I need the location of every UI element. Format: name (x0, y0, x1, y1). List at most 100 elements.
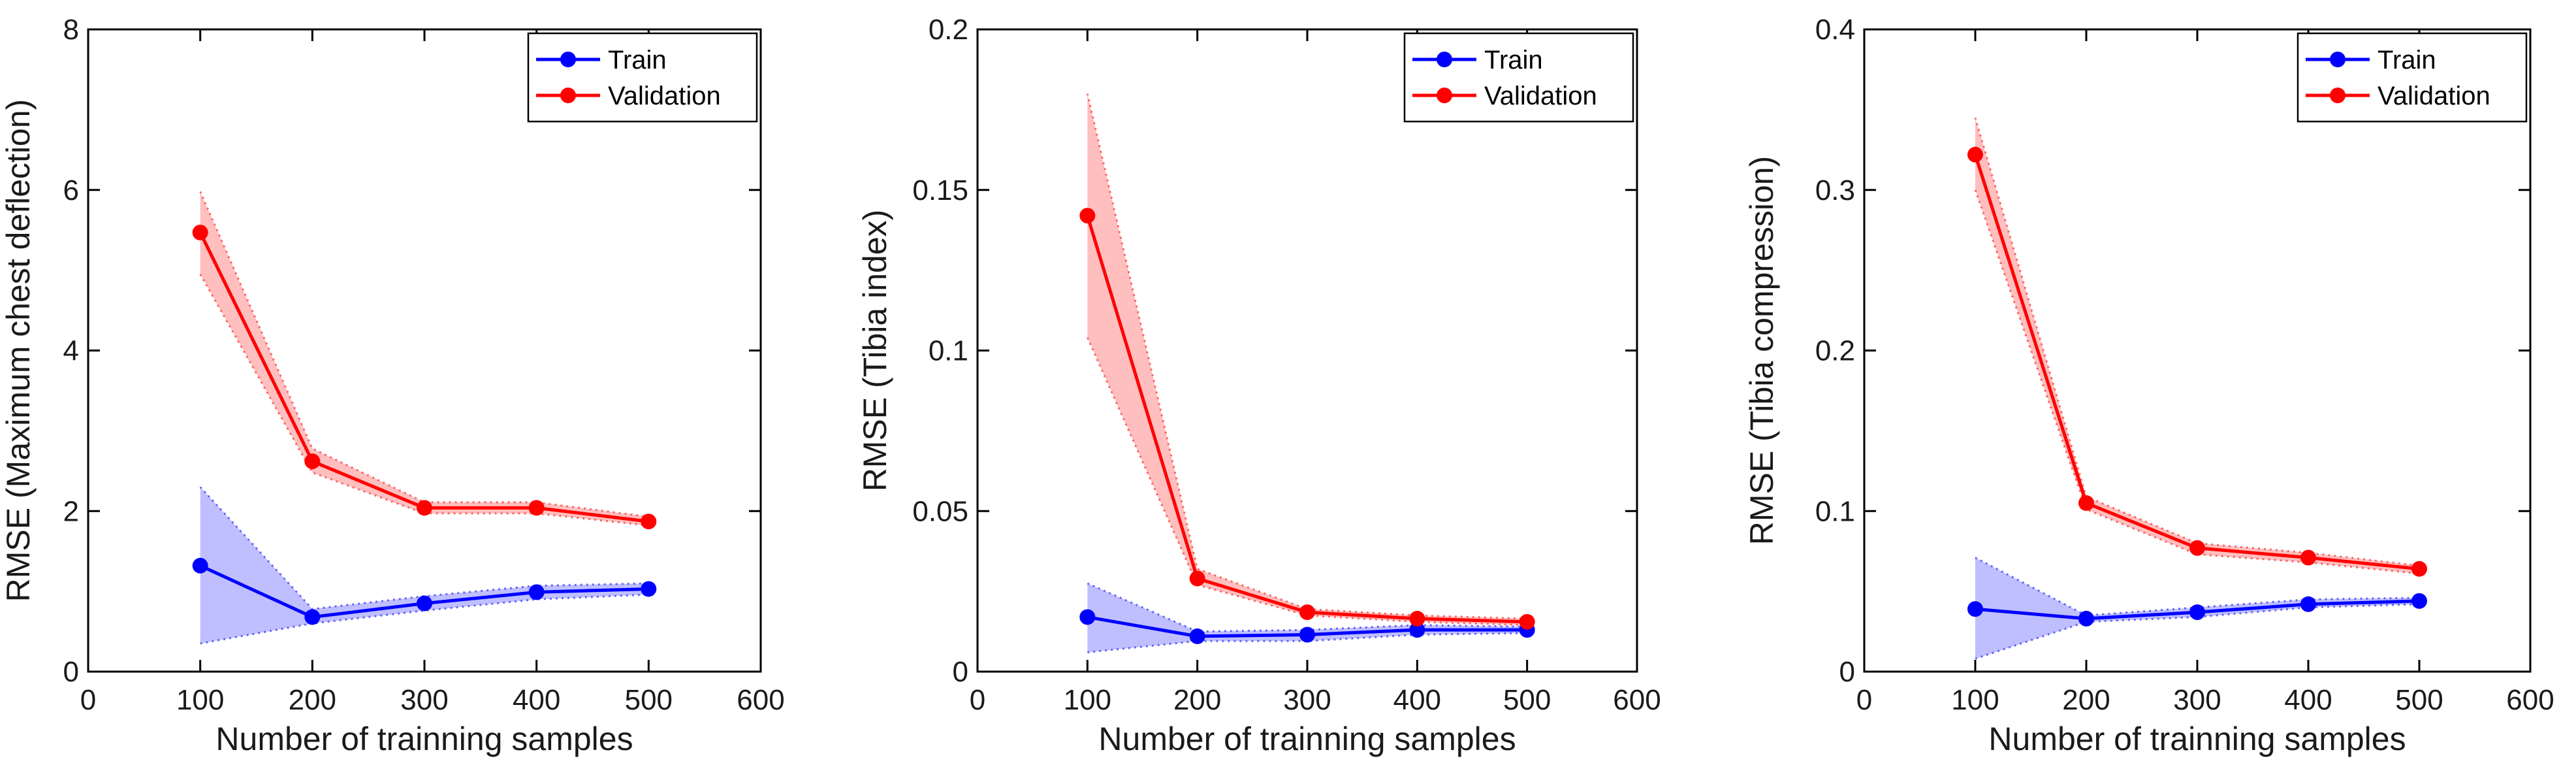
point-train-400 (1409, 622, 1425, 638)
legend-marker-train (2330, 52, 2345, 67)
legend-marker-validation (560, 88, 576, 103)
chart-panel-2: 0 100 200 300 400 500 600 0 0.05 0.1 0.15 0.2 Number… (857, 14, 1661, 757)
y-tick-label: 4 (63, 335, 79, 367)
x-tick-label: 300 (400, 684, 448, 716)
y-tick-label: 0 (63, 656, 79, 688)
legend-marker-train (560, 52, 576, 67)
legend-marker-validation (1437, 88, 1452, 103)
y-tick-label: 0.1 (929, 335, 968, 367)
point-train-100 (1079, 609, 1096, 625)
y-axis-label: RMSE (Tibia index) (857, 210, 893, 492)
point-train-200 (1189, 628, 1205, 644)
legend-marker-validation (2330, 88, 2345, 103)
point-train-300 (1299, 627, 1315, 643)
legend-label-validation: Validation (2377, 82, 2490, 110)
band-validation (1087, 93, 1527, 625)
axes-box (976, 28, 1638, 673)
legend: Train Validation (2297, 32, 2528, 123)
band-validation (200, 191, 649, 526)
point-train-200 (304, 609, 321, 625)
point-validation-200 (304, 453, 321, 470)
x-tick-label: 300 (2173, 684, 2221, 716)
x-axis-label: Number of trainning samples (1988, 721, 2406, 757)
x-tick-label: 0 (970, 684, 985, 716)
point-train-300 (417, 595, 432, 612)
axes-box (87, 28, 762, 673)
y-axis-label: RMSE (Maximum chest deflection) (0, 99, 37, 602)
x-tick-label: 500 (2395, 684, 2443, 716)
band-train (200, 487, 649, 644)
y-tick-label: 0.4 (1815, 14, 1855, 46)
point-validation-400 (2300, 549, 2316, 566)
point-train-400 (528, 584, 545, 600)
point-validation-500 (2411, 561, 2427, 577)
point-validation-100 (1079, 208, 1096, 224)
y-tick-label: 8 (63, 14, 79, 46)
point-validation-400 (1409, 610, 1425, 627)
point-validation-100 (1967, 146, 1983, 163)
chart-panel-3: 0 100 200 300 400 500 600 0 0.1 0.2 0.3 0.4 Number o… (1743, 14, 2554, 757)
band-lower-edge-validation (199, 274, 649, 527)
x-tick-label: 400 (2284, 684, 2332, 716)
x-tick-label: 600 (2506, 684, 2554, 716)
series-line-validation (1973, 154, 2420, 571)
x-tick-label: 600 (737, 684, 784, 716)
x-tick-label: 0 (1856, 684, 1872, 716)
x-tick-label: 400 (1393, 684, 1441, 716)
point-validation-300 (1299, 604, 1315, 621)
y-tick-label: 0.2 (929, 14, 968, 46)
point-validation-500 (641, 514, 657, 530)
legend-label-train: Train (608, 46, 667, 74)
legend-label-validation: Validation (608, 82, 721, 110)
y-tick-label: 0.15 (912, 174, 968, 206)
y-tick-label: 0.3 (1815, 174, 1855, 206)
x-tick-label: 200 (2062, 684, 2110, 716)
point-validation-300 (417, 500, 432, 516)
legend-marker-train (1437, 52, 1452, 67)
band-upper-edge-validation (1974, 117, 2420, 567)
band-validation (1975, 118, 2419, 574)
point-train-200 (2078, 610, 2094, 627)
x-tick-label: 100 (176, 684, 224, 716)
y-axis-label: RMSE (Tibia compression) (1743, 156, 1780, 546)
x-tick-label: 100 (1064, 684, 1111, 716)
x-tick-label: 500 (1503, 684, 1551, 716)
x-tick-label: 600 (1613, 684, 1661, 716)
legend-label-train: Train (1484, 46, 1543, 74)
x-tick-label: 400 (513, 684, 560, 716)
axes-box (1863, 28, 2532, 673)
point-train-500 (641, 581, 657, 597)
legend-label-validation: Validation (1484, 82, 1597, 110)
x-axis-label: Number of trainning samples (215, 721, 633, 757)
band-lower-edge-train (1975, 603, 2420, 660)
point-validation-300 (2189, 540, 2205, 556)
x-axis-label: Number of trainning samples (1098, 721, 1516, 757)
y-tick-label: 0.05 (912, 495, 968, 527)
legend-frame (1403, 32, 1634, 123)
x-tick-label: 200 (1173, 684, 1221, 716)
point-train-400 (2300, 596, 2316, 612)
point-train-100 (1967, 601, 1983, 617)
legend-frame (527, 32, 758, 123)
point-train-100 (192, 557, 208, 574)
point-validation-500 (1519, 613, 1535, 630)
point-validation-200 (1189, 570, 1205, 587)
y-tick-label: 2 (63, 495, 79, 527)
x-tick-label: 200 (289, 684, 336, 716)
band-upper-edge-validation (1086, 93, 1527, 620)
band-lower-edge-train (200, 593, 649, 645)
y-tick-label: 0.1 (1815, 495, 1855, 527)
band-upper-edge-validation (199, 191, 649, 518)
x-tick-label: 0 (80, 684, 96, 716)
legend: Train Validation (527, 32, 758, 123)
y-tick-label: 0 (1839, 656, 1855, 688)
band-lower-edge-validation (1974, 189, 2420, 575)
y-tick-label: 0.2 (1815, 335, 1855, 367)
x-tick-label: 300 (1283, 684, 1331, 716)
legend: Train Validation (1403, 32, 1634, 123)
y-tick-label: 0 (953, 656, 968, 688)
point-train-500 (2411, 593, 2427, 609)
x-tick-label: 100 (1951, 684, 1999, 716)
point-validation-200 (2078, 495, 2094, 511)
